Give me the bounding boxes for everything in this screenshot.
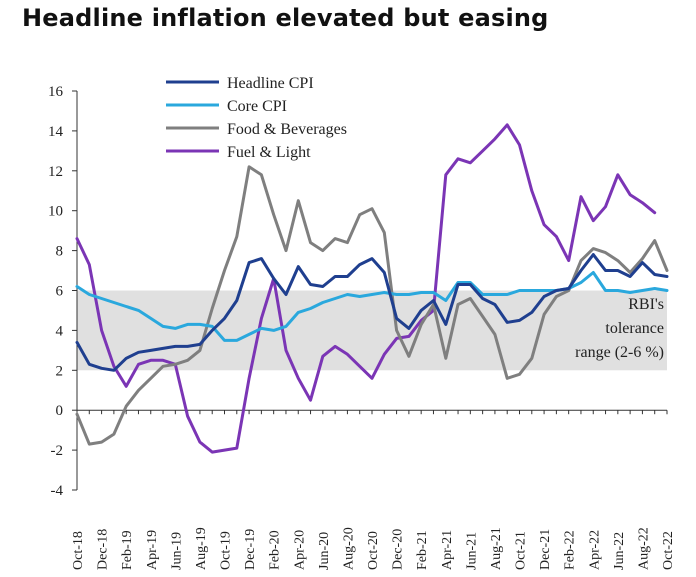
y-tick-label: 10 (48, 204, 63, 220)
x-tick-label: Apr-22 (587, 530, 602, 570)
x-tick-label: Aug-22 (636, 527, 651, 570)
y-tick-label: -2 (51, 443, 64, 459)
series-line-food-beverages (75, 165, 669, 446)
series-lines (75, 123, 669, 454)
y-tick-label: 6 (56, 284, 64, 300)
x-tick-label: Feb-19 (120, 530, 135, 570)
y-tick-label: -4 (51, 483, 64, 499)
y-axis-ticks: -4 -2 0 2 4 6 8 10 12 14 16 (48, 84, 77, 499)
x-tick-label: Oct-19 (219, 531, 234, 570)
x-axis-ticks: Oct-18 Dec-18 Feb-19 Apr-19 Jun-19 Aug-19 Oct-… (71, 410, 676, 570)
y-tick-label: 2 (56, 363, 64, 379)
x-tick-label: Dec-21 (538, 529, 553, 570)
y-tick-label: 4 (56, 323, 64, 339)
series-line-headline-cpi (75, 253, 669, 372)
x-tick-label: Jun-22 (612, 532, 627, 570)
y-tick-label: 0 (56, 403, 64, 419)
y-tick-label: 16 (48, 84, 64, 100)
x-tick-label: Jun-21 (464, 532, 479, 570)
x-tick-label: Aug-21 (489, 527, 504, 570)
x-tick-label: Oct-18 (71, 531, 86, 570)
x-tick-label: Feb-21 (415, 530, 430, 570)
x-tick-label: Feb-20 (268, 530, 283, 570)
tolerance-band-label-line: tolerance (605, 320, 664, 337)
y-tick-label: 12 (48, 164, 63, 180)
legend-label: Food & Beverages (227, 121, 347, 138)
chart-title: Headline inflation elevated but easing (22, 4, 549, 32)
x-tick-label: Dec-19 (243, 529, 258, 570)
x-tick-label: Aug-20 (341, 527, 356, 570)
x-tick-label: Oct-22 (661, 531, 676, 570)
y-tick-label: 8 (56, 244, 64, 260)
x-tick-label: Apr-20 (292, 530, 307, 570)
tolerance-band-label-line: range (2-6 %) (575, 344, 664, 361)
legend: Headline CPI Core CPI Food & Beverages Fuel… (166, 75, 347, 161)
tolerance-band (77, 290, 667, 371)
x-tick-label: Jun-19 (169, 532, 184, 570)
x-tick-label: Apr-19 (145, 530, 160, 570)
tolerance-band-label: RBI's tolerance range (2-6 %) (575, 296, 664, 361)
legend-label: Fuel & Light (227, 144, 311, 161)
x-tick-label: Jun-20 (317, 532, 332, 570)
x-tick-label: Dec-18 (96, 529, 111, 570)
x-tick-label: Aug-19 (194, 527, 209, 570)
legend-label: Core CPI (227, 98, 287, 115)
x-tick-label: Apr-21 (440, 530, 455, 570)
x-tick-label: Feb-22 (563, 530, 578, 570)
x-tick-label: Oct-21 (514, 531, 529, 570)
x-tick-label: Oct-20 (366, 531, 381, 570)
tolerance-band-label-line: RBI's (628, 296, 664, 313)
y-tick-label: 14 (48, 124, 64, 140)
x-tick-label: Dec-20 (391, 529, 406, 570)
legend-label: Headline CPI (227, 75, 314, 92)
